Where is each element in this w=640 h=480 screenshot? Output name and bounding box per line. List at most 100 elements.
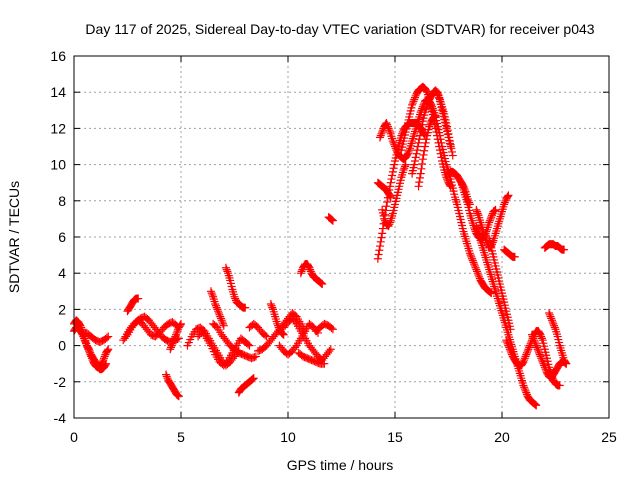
data-point [475, 272, 484, 281]
series-sat-aj [485, 234, 515, 334]
data-point [419, 150, 428, 159]
data-point [102, 333, 111, 342]
data-point [250, 353, 259, 362]
data-point [506, 325, 515, 334]
data-point [507, 348, 516, 357]
data-point [279, 330, 288, 339]
series-sat-z [373, 178, 395, 202]
data-point [413, 146, 422, 155]
data-point [211, 301, 220, 310]
series-sat-an [545, 309, 571, 368]
data-point [100, 352, 109, 361]
data-point [383, 122, 392, 131]
data-point [410, 93, 419, 102]
data-point [245, 341, 254, 350]
data-point [278, 329, 287, 338]
data-point [409, 97, 418, 106]
data-point [486, 288, 495, 297]
data-point [437, 153, 446, 162]
data-point [423, 100, 432, 109]
data-point [469, 258, 478, 267]
data-point [177, 319, 185, 328]
data-point [297, 267, 306, 276]
data-point [376, 242, 385, 251]
data-point [386, 218, 395, 227]
data-point [386, 193, 395, 202]
data-point [328, 325, 337, 334]
data-point [546, 312, 555, 321]
data-point [486, 214, 495, 223]
data-point [502, 337, 511, 346]
data-point [102, 359, 111, 368]
data-point [172, 328, 181, 337]
data-point [522, 348, 531, 357]
series-sat-b [70, 323, 111, 374]
y-tick-label: 6 [58, 229, 66, 245]
data-point [174, 391, 183, 400]
data-point [422, 86, 431, 95]
data-point [84, 345, 93, 354]
data-point [377, 129, 386, 138]
data-point [504, 191, 513, 200]
data-point [550, 321, 559, 330]
data-point [403, 149, 412, 158]
data-point [532, 343, 541, 352]
data-point [386, 191, 395, 200]
data-point [466, 251, 475, 260]
data-point [388, 171, 397, 180]
data-point [174, 392, 183, 401]
data-point [505, 345, 514, 354]
data-point [468, 254, 477, 263]
data-point [425, 120, 434, 129]
data-point [537, 356, 546, 365]
data-point [522, 388, 531, 397]
data-point [207, 289, 216, 298]
y-axis-label: SDTVAR / TECUs [6, 181, 22, 293]
data-point [317, 279, 326, 288]
data-point [216, 314, 225, 323]
data-point [306, 265, 315, 274]
series-sat-ab [397, 82, 455, 191]
data-point [411, 153, 420, 162]
y-tick-label: 16 [50, 48, 66, 64]
x-tick-label: 15 [387, 429, 403, 445]
data-point [524, 345, 533, 354]
data-point [537, 334, 546, 343]
data-point [537, 354, 546, 363]
data-point [418, 120, 427, 129]
data-point [473, 209, 482, 218]
series-sat-f [123, 294, 143, 316]
data-point [382, 202, 391, 211]
y-tick-label: -4 [54, 410, 67, 426]
data-point [470, 261, 479, 270]
data-point [219, 321, 228, 330]
series-sat-w [324, 213, 337, 225]
data-point [134, 294, 143, 303]
data-point [425, 122, 434, 131]
grid [74, 56, 609, 418]
data-point [383, 120, 392, 129]
data-point [547, 316, 556, 325]
data-point [391, 144, 400, 153]
data-point [443, 175, 452, 184]
data-point [212, 303, 221, 312]
data-point [386, 128, 395, 137]
data-point [448, 151, 457, 160]
y-tick-label: 4 [58, 265, 66, 281]
data-point [386, 182, 395, 191]
data-point [214, 309, 223, 318]
data-point [99, 354, 108, 363]
data-point [474, 271, 483, 280]
axes: 0 5 10 15 20 25 -4 -2 0 2 4 6 8 10 12 14 16 [50, 48, 617, 445]
data-point [328, 216, 337, 225]
series-sat-t [294, 348, 329, 368]
data-point [167, 343, 176, 352]
data-point [388, 167, 397, 176]
data-point [423, 99, 432, 108]
series-sat-al [502, 327, 564, 390]
data-point [173, 391, 182, 400]
data-point [519, 357, 528, 366]
data-point [473, 269, 482, 278]
data-point [261, 331, 270, 340]
